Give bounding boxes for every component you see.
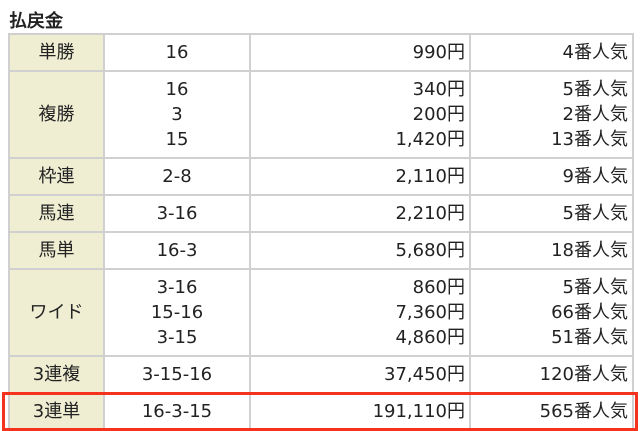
payout-value: 7,360円 bbox=[395, 302, 465, 323]
popularity: 9番人気 bbox=[469, 157, 634, 196]
horse-numbers-value: 16-3-15 bbox=[141, 401, 213, 422]
popularity-value: 5番人気 bbox=[562, 277, 628, 298]
horse-numbers: 3-15-16 bbox=[103, 355, 251, 394]
horse-numbers-value: 2-8 bbox=[162, 166, 192, 187]
bet-type: 馬連 bbox=[8, 194, 105, 233]
table-row: 馬単 16-3 5,680円 18番人気 bbox=[8, 231, 634, 270]
popularity-value: 18番人気 bbox=[551, 240, 628, 261]
table-row: 3連単 16-3-15 191,110円 565番人気 bbox=[8, 392, 634, 431]
horse-numbers: 16-3-15 bbox=[103, 392, 251, 431]
payout-value: 5,680円 bbox=[395, 240, 465, 261]
payout-value: 200円 bbox=[412, 104, 465, 125]
horse-numbers: 16 3 15 bbox=[103, 70, 251, 159]
horse-numbers-value: 3-15-16 bbox=[141, 364, 213, 385]
payout-value: 2,110円 bbox=[395, 166, 465, 187]
table-row: 3連複 3-15-16 37,450円 120番人気 bbox=[8, 355, 634, 394]
payout-value: 990円 bbox=[412, 42, 465, 63]
popularity-value: 2番人気 bbox=[562, 104, 628, 125]
horse-numbers: 16 bbox=[103, 33, 251, 72]
bet-type: 3連単 bbox=[8, 392, 105, 431]
bet-type: 枠連 bbox=[8, 157, 105, 196]
bet-type: 単勝 bbox=[8, 33, 105, 72]
horse-numbers: 16-3 bbox=[103, 231, 251, 270]
horse-numbers: 3-16 15-16 3-15 bbox=[103, 268, 251, 357]
payout-value: 340円 bbox=[412, 79, 465, 100]
table-row: 馬連 3-16 2,210円 5番人気 bbox=[8, 194, 634, 233]
popularity: 5番人気 2番人気 13番人気 bbox=[469, 70, 634, 159]
popularity: 565番人気 bbox=[469, 392, 634, 431]
popularity: 5番人気 bbox=[469, 194, 634, 233]
popularity-value: 66番人気 bbox=[551, 302, 628, 323]
popularity: 18番人気 bbox=[469, 231, 634, 270]
payout: 990円 bbox=[249, 33, 471, 72]
section-title: 払戻金 bbox=[9, 11, 63, 32]
payout: 860円 7,360円 4,860円 bbox=[249, 268, 471, 357]
horse-numbers-value: 3 bbox=[171, 104, 183, 125]
table-row: 枠連 2-8 2,110円 9番人気 bbox=[8, 157, 634, 196]
popularity-value: 565番人気 bbox=[539, 401, 628, 422]
horse-numbers-value: 16 bbox=[165, 79, 189, 100]
horse-numbers: 2-8 bbox=[103, 157, 251, 196]
horse-numbers-value: 3-15 bbox=[156, 327, 198, 348]
payout: 5,680円 bbox=[249, 231, 471, 270]
bet-type: 複勝 bbox=[8, 70, 105, 159]
payout-value: 37,450円 bbox=[384, 364, 465, 385]
table-row: ワイド 3-16 15-16 3-15 860円 7,360円 4,860円 5番人気 66番人… bbox=[8, 268, 634, 357]
popularity-value: 51番人気 bbox=[551, 327, 628, 348]
payout-value: 860円 bbox=[412, 277, 465, 298]
payout-value: 2,210円 bbox=[395, 203, 465, 224]
payout-value: 191,110円 bbox=[372, 401, 465, 422]
bet-type: ワイド bbox=[8, 268, 105, 357]
popularity-value: 4番人気 bbox=[562, 42, 628, 63]
payout: 340円 200円 1,420円 bbox=[249, 70, 471, 159]
popularity-value: 13番人気 bbox=[551, 129, 628, 150]
popularity-value: 120番人気 bbox=[539, 364, 628, 385]
popularity: 5番人気 66番人気 51番人気 bbox=[469, 268, 634, 357]
horse-numbers-value: 3-16 bbox=[156, 203, 198, 224]
bet-type: 3連複 bbox=[8, 355, 105, 394]
table-row: 複勝 16 3 15 340円 200円 1,420円 5番人気 2番人気 13番人気 bbox=[8, 70, 634, 159]
popularity: 4番人気 bbox=[469, 33, 634, 72]
horse-numbers: 3-16 bbox=[103, 194, 251, 233]
table-row: 単勝 16 990円 4番人気 bbox=[8, 33, 634, 72]
popularity: 120番人気 bbox=[469, 355, 634, 394]
horse-numbers-value: 15-16 bbox=[150, 302, 204, 323]
payout: 2,210円 bbox=[249, 194, 471, 233]
horse-numbers-value: 16 bbox=[165, 42, 189, 63]
popularity-value: 9番人気 bbox=[562, 166, 628, 187]
horse-numbers-value: 3-16 bbox=[156, 277, 198, 298]
bet-type: 馬単 bbox=[8, 231, 105, 270]
horse-numbers-value: 15 bbox=[165, 129, 189, 150]
horse-numbers-value: 16-3 bbox=[156, 240, 198, 261]
payout-value: 1,420円 bbox=[395, 129, 465, 150]
payout: 191,110円 bbox=[249, 392, 471, 431]
payout-value: 4,860円 bbox=[395, 327, 465, 348]
popularity-value: 5番人気 bbox=[562, 79, 628, 100]
payout: 2,110円 bbox=[249, 157, 471, 196]
payout: 37,450円 bbox=[249, 355, 471, 394]
popularity-value: 5番人気 bbox=[562, 203, 628, 224]
payout-table: 単勝 16 990円 4番人気複勝 16 3 15 340円 200円 1,420円 5番人気 2番人… bbox=[8, 33, 634, 431]
